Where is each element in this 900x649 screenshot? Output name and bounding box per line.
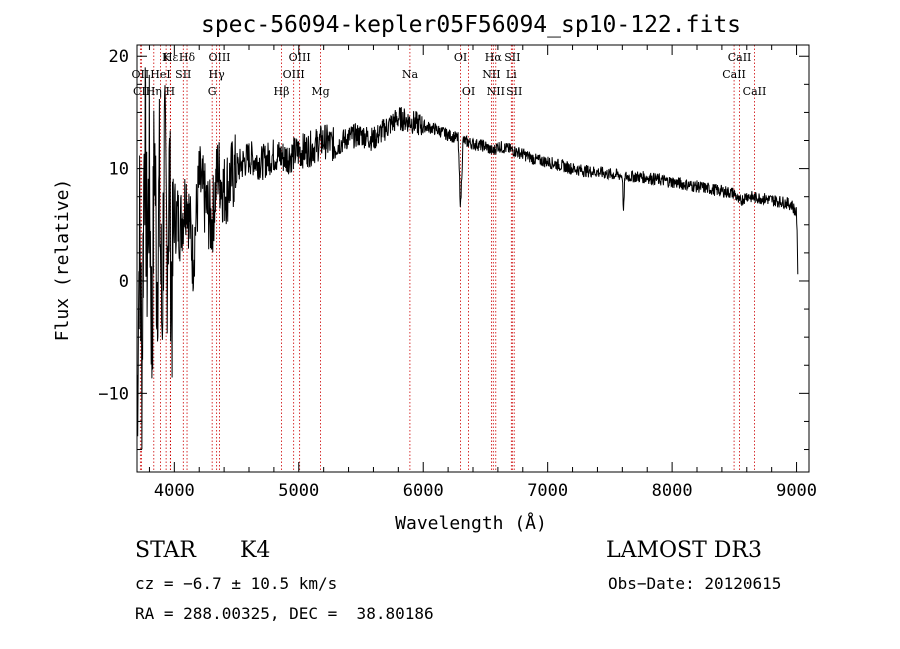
object-class: STAR [135,538,196,563]
line-label-11: OIII [208,51,230,64]
line-label-21: NII [487,85,505,98]
x-tick-label-6000: 6000 [403,481,444,501]
line-label-24: SII [506,85,522,98]
emission-line-labels: HεOIICIIHηHeIKHSIIHδGHγOIIIHβOIIIOIIIMgN… [132,51,767,98]
line-label-25: CaII [722,68,746,81]
line-label-26: CaII [728,51,752,64]
redshift-readout: cz = −6.7 ± 10.5 km/s [135,574,338,593]
x-tick-label-4000: 4000 [154,481,195,501]
line-label-23: SII [504,51,520,64]
line-label-22: Li [506,68,517,81]
survey-name: LAMOST DR3 [606,538,762,563]
coordinates-readout: RA = 288.00325, DEC = 38.80186 [135,604,434,623]
x-tick-label-7000: 7000 [527,481,568,501]
spectrum-line [136,67,799,450]
line-label-17: OI [454,51,467,64]
line-label-19: NII [482,68,500,81]
line-label-12: Hβ [274,85,290,98]
emission-line-markers [139,45,755,472]
line-label-3: Hη [146,85,162,98]
line-label-27: CaII [743,85,767,98]
line-label-6: H [166,85,176,98]
x-axis-label: Wavelength (Å) [395,512,547,534]
y-tick-label--10: −10 [98,384,129,404]
line-label-5: K [162,51,171,64]
line-label-8: Hδ [179,51,196,64]
line-label-10: Hγ [209,68,226,81]
line-label-18: OI [462,85,475,98]
object-subclass: K4 [240,538,271,563]
line-label-15: Mg [311,85,329,98]
y-tick-label-20: 20 [109,47,129,67]
plot-frame [136,44,810,473]
line-label-14: OIII [289,51,311,64]
line-label-7: SII [175,68,191,81]
x-axis: 4000 5000 6000 7000 8000 9000 [148,45,817,501]
x-tick-label-9000: 9000 [776,481,817,501]
y-tick-label-0: 0 [119,272,129,292]
y-tick-label-10: 10 [109,160,129,180]
observation-date: Obs−Date: 20120615 [608,574,782,593]
y-axis: −10 0 10 20 [98,47,809,451]
x-tick-label-5000: 5000 [278,481,319,501]
line-label-20: Hα [485,51,503,64]
chart-title: spec-56094-kepler05F56094_sp10-122.fits [201,12,741,38]
spectrum-chart: spec-56094-kepler05F56094_sp10-122.fits … [52,12,817,534]
line-label-13: OIII [283,68,305,81]
line-label-16: Na [402,68,419,81]
line-label-1: OII [132,68,150,81]
x-tick-label-8000: 8000 [652,481,693,501]
line-label-4: HeI [150,68,170,81]
y-axis-label: Flux (relative) [52,179,73,342]
line-label-9: G [208,85,217,98]
